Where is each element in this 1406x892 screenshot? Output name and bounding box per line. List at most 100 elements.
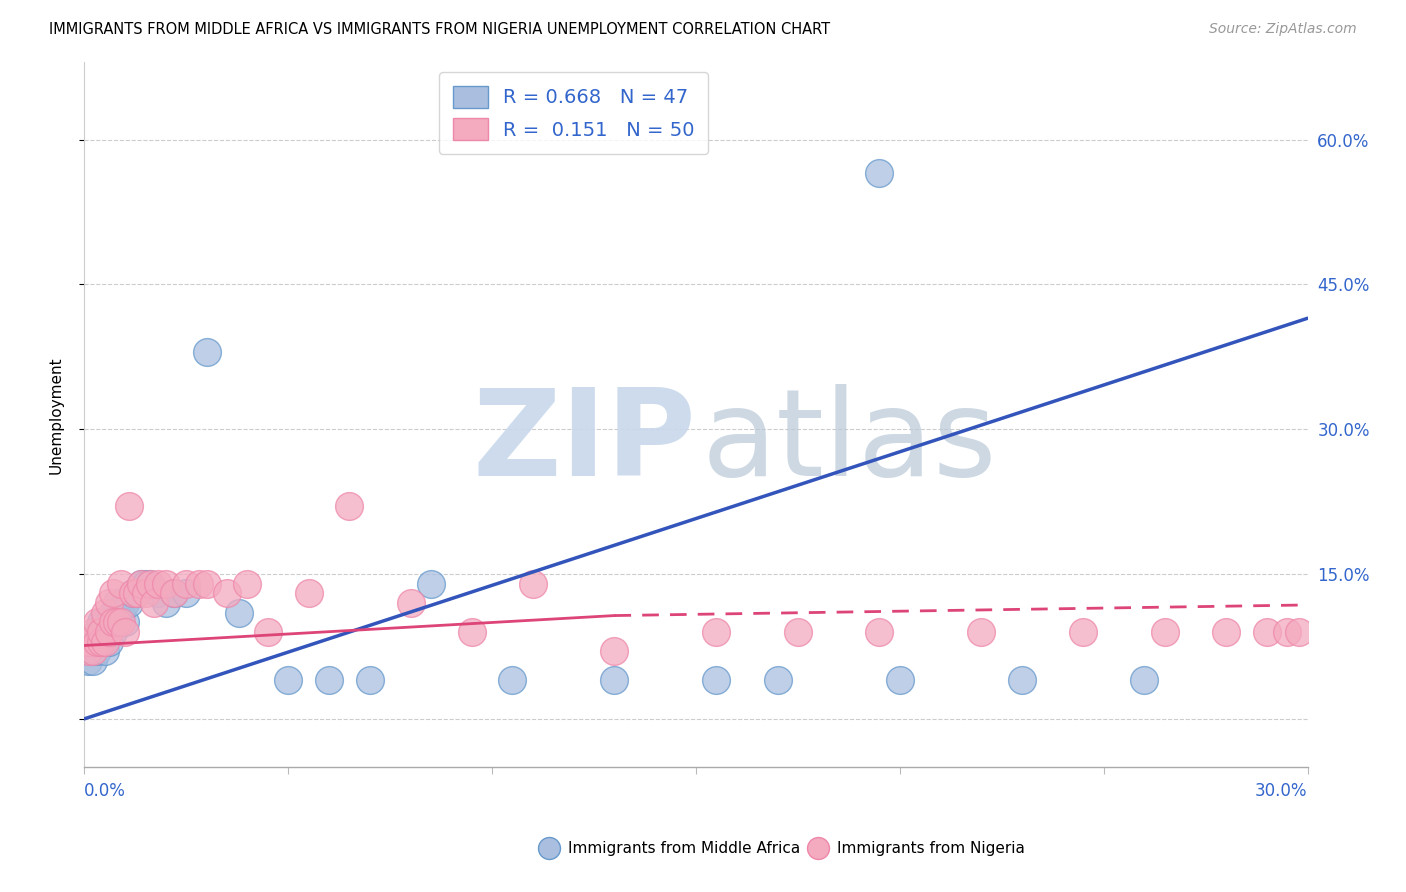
Point — [90, 634, 112, 648]
Text: atlas: atlas — [702, 384, 998, 501]
Text: IMMIGRANTS FROM MIDDLE AFRICA VS IMMIGRANTS FROM NIGERIA UNEMPLOYMENT CORRELATIO: IMMIGRANTS FROM MIDDLE AFRICA VS IMMIGRA… — [49, 22, 831, 37]
Point — [359, 673, 381, 688]
Point — [77, 634, 100, 648]
Point — [138, 576, 160, 591]
Point — [101, 606, 124, 620]
Point — [970, 624, 993, 639]
Point — [787, 624, 810, 639]
Point — [1011, 673, 1033, 688]
Point — [77, 644, 100, 658]
Point — [90, 615, 112, 630]
Point — [339, 500, 361, 514]
Point — [77, 644, 100, 658]
Point — [90, 624, 112, 639]
Point — [236, 576, 259, 591]
Point — [82, 644, 104, 658]
Point — [93, 624, 115, 639]
Point — [766, 673, 789, 688]
Point — [127, 586, 149, 600]
Point — [522, 576, 544, 591]
Point — [82, 634, 104, 648]
Point — [195, 576, 218, 591]
Point — [603, 644, 626, 658]
Point — [1215, 624, 1237, 639]
Point — [86, 615, 108, 630]
Point — [90, 634, 112, 648]
Point — [93, 615, 115, 630]
Point — [195, 345, 218, 359]
Point — [105, 615, 128, 630]
Text: 30.0%: 30.0% — [1256, 781, 1308, 799]
Point — [155, 576, 177, 591]
Point — [257, 624, 280, 639]
Point — [706, 624, 728, 639]
Legend: R = 0.668   N = 47, R =  0.151   N = 50: R = 0.668 N = 47, R = 0.151 N = 50 — [439, 72, 709, 154]
Point — [146, 586, 169, 600]
Point — [277, 673, 299, 688]
Point — [86, 624, 108, 639]
Point — [502, 673, 524, 688]
Text: ZIP: ZIP — [472, 384, 696, 501]
Point — [97, 615, 120, 630]
Point — [174, 576, 197, 591]
Point — [1073, 624, 1095, 639]
Point — [298, 586, 321, 600]
Point — [217, 586, 239, 600]
Point — [869, 166, 891, 180]
Point — [122, 586, 145, 600]
Point — [131, 576, 153, 591]
Point — [93, 644, 115, 658]
Point — [122, 586, 145, 600]
Point — [105, 615, 128, 630]
Point — [228, 606, 250, 620]
Text: 0.0%: 0.0% — [84, 781, 127, 799]
Point — [110, 606, 132, 620]
Point — [82, 644, 104, 658]
Point — [86, 634, 108, 648]
Text: Source: ZipAtlas.com: Source: ZipAtlas.com — [1209, 22, 1357, 37]
Point — [1277, 624, 1299, 639]
Point — [1256, 624, 1278, 639]
Point — [135, 586, 157, 600]
Point — [131, 576, 153, 591]
Point — [163, 586, 186, 600]
Point — [163, 586, 186, 600]
Point — [603, 673, 626, 688]
Point — [1288, 624, 1310, 639]
Point — [187, 576, 209, 591]
Point — [869, 624, 891, 639]
Point — [110, 576, 132, 591]
Text: Immigrants from Middle Africa: Immigrants from Middle Africa — [568, 840, 800, 855]
Point — [142, 596, 165, 610]
Point — [1133, 673, 1156, 688]
Y-axis label: Unemployment: Unemployment — [49, 356, 63, 474]
Point — [118, 500, 141, 514]
Point — [110, 615, 132, 630]
Point — [86, 634, 108, 648]
Point — [101, 615, 124, 630]
Point — [82, 654, 104, 668]
Point — [889, 673, 911, 688]
Point — [420, 576, 443, 591]
Point — [90, 624, 112, 639]
Point — [114, 624, 136, 639]
Point — [706, 673, 728, 688]
Point — [77, 634, 100, 648]
Point — [1154, 624, 1177, 639]
Point — [105, 596, 128, 610]
Point — [174, 586, 197, 600]
Point — [101, 624, 124, 639]
Point — [101, 586, 124, 600]
Point — [97, 634, 120, 648]
Point — [93, 606, 115, 620]
Point — [97, 624, 120, 639]
Point — [138, 576, 160, 591]
Point — [93, 634, 115, 648]
Point — [461, 624, 484, 639]
Point — [318, 673, 340, 688]
Point — [97, 596, 120, 610]
Point — [135, 576, 157, 591]
Point — [127, 586, 149, 600]
Text: Immigrants from Nigeria: Immigrants from Nigeria — [837, 840, 1025, 855]
Point — [155, 596, 177, 610]
